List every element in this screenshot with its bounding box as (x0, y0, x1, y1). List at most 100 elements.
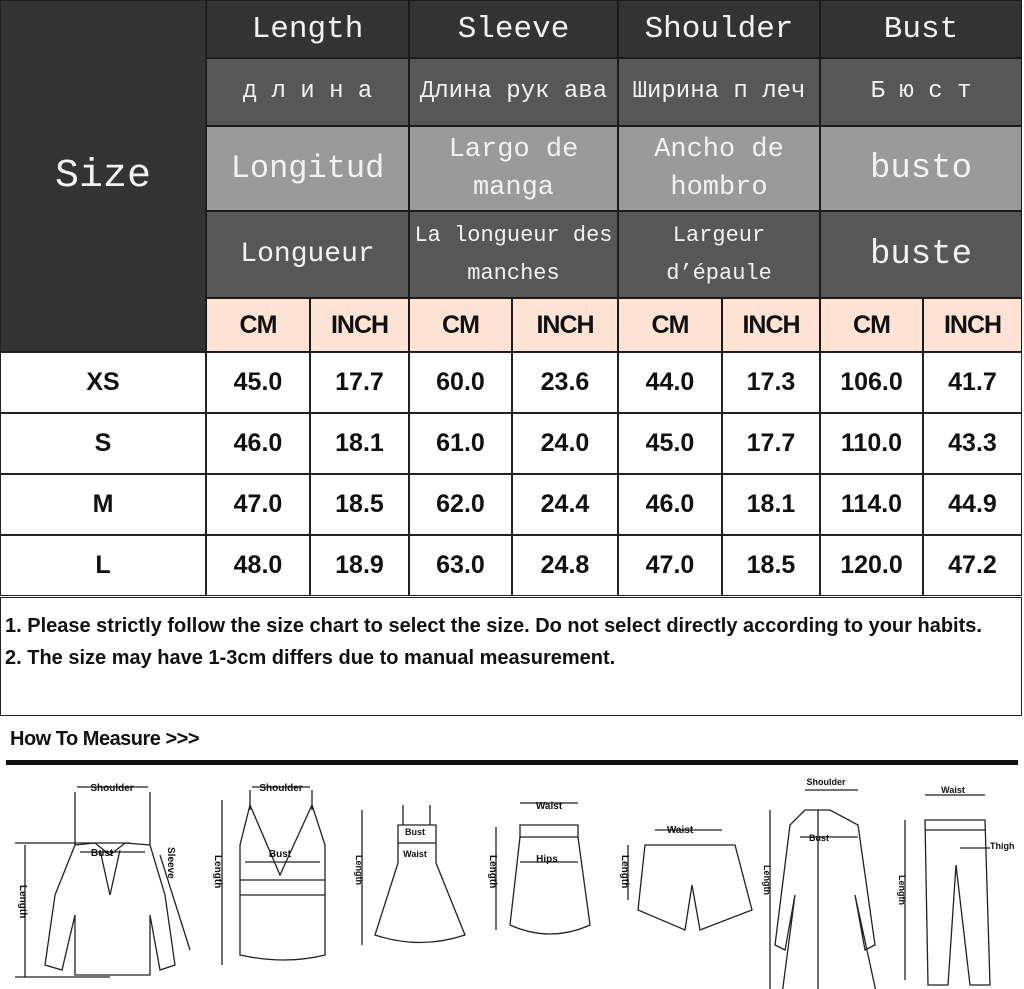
header-sleeve-es: Largo de manga (409, 126, 618, 211)
label-bust: Bust (269, 849, 292, 860)
divider (6, 760, 1018, 765)
unit-header-text: CM (853, 310, 891, 339)
measurement-cell-text: 62.0 (436, 490, 485, 518)
unit-header-text: CM (239, 310, 278, 339)
measurement-cell: 18.9 (310, 535, 409, 596)
header-bust-en-text: Bust (883, 11, 959, 47)
unit-header: CM (206, 298, 310, 352)
label-waist: Waist (941, 785, 965, 795)
label-shoulder: Shoulder (259, 783, 302, 794)
label-length: Length (897, 875, 907, 905)
measurement-cell-text: 120.0 (840, 551, 903, 579)
measurement-cell-text: 18.5 (335, 490, 384, 518)
label-bust: Bust (405, 827, 425, 837)
label-shoulder: Shoulder (806, 777, 845, 787)
measurement-cell: 41.7 (923, 352, 1022, 413)
label-shoulder: Shoulder (90, 783, 133, 794)
measurement-cell-text: 18.1 (335, 429, 384, 457)
measurement-cell: 47.0 (618, 535, 722, 596)
header-bust-fr: buste (820, 211, 1022, 298)
measurement-cell-text: 18.1 (746, 490, 796, 518)
measurement-cell-text: 46.0 (645, 490, 695, 518)
measurement-cell-text: 106.0 (840, 368, 903, 396)
skirt-illustration: Waist Hips Length (487, 801, 591, 935)
header-length-fr: Longueur (206, 211, 409, 298)
unit-header-text: INCH (943, 310, 1002, 339)
unit-header-text: INCH (330, 310, 389, 339)
note-2: 2. The size may have 1-3cm differs due t… (5, 647, 616, 669)
measurement-cell-text: 24.8 (540, 551, 590, 579)
measurement-cell: 18.1 (310, 413, 409, 474)
header-sleeve-en: Sleeve (409, 0, 618, 58)
measurement-cell: 60.0 (409, 352, 512, 413)
header-bust-en: Bust (820, 0, 1022, 58)
measurement-cell: 106.0 (820, 352, 923, 413)
unit-header: INCH (722, 298, 820, 352)
measurement-cell-text: 24.0 (540, 429, 590, 457)
measurement-cell-text: 60.0 (436, 368, 485, 396)
size-label: S (0, 413, 206, 474)
size-notes: 1. Please strictly follow the size chart… (0, 597, 1022, 716)
measurement-cell: 24.0 (512, 413, 618, 474)
header-bust-fr-text: buste (869, 235, 973, 274)
measurement-cell-text: 46.0 (233, 429, 283, 457)
measurement-cell: 24.8 (512, 535, 618, 596)
size-label-text: M (92, 490, 114, 518)
header-sleeve-ru: Длина рук ава (409, 58, 618, 126)
header-length-es: Longitud (206, 126, 409, 211)
header-sleeve-fr: La longueur des manches (409, 211, 618, 298)
header-shoulder-fr-text: Largeur d’épaule (666, 222, 772, 286)
unit-header-text: INCH (742, 310, 800, 339)
size-label: L (0, 535, 206, 596)
measurement-cell: 45.0 (206, 352, 310, 413)
label-length: Length (212, 855, 223, 888)
measurement-cell-text: 110.0 (840, 429, 903, 457)
header-shoulder-en-text: Shoulder (644, 11, 794, 47)
label-waist: Waist (536, 801, 563, 812)
size-label: M (0, 474, 206, 535)
header-shoulder-es: Ancho de hombro (618, 126, 820, 211)
measurement-cell-text: 61.0 (436, 429, 485, 457)
measurement-cell-text: 17.3 (746, 368, 796, 396)
note-1: 1. Please strictly follow the size chart… (5, 615, 982, 637)
unit-header-text: INCH (536, 310, 594, 339)
measurement-cell: 114.0 (820, 474, 923, 535)
measurement-cell: 18.1 (722, 474, 820, 535)
header-bust-es: busto (820, 126, 1022, 211)
size-label-text: XS (86, 368, 120, 396)
shorts-illustration: Waist Length (619, 825, 753, 931)
measurement-cell: 17.3 (722, 352, 820, 413)
measurement-cell-text: 18.9 (335, 551, 384, 579)
measurement-cell-text: 48.0 (233, 551, 283, 579)
measurement-cell: 23.6 (512, 352, 618, 413)
header-sleeve-ru-text: Длина рук ава (419, 78, 608, 105)
measurement-cell: 46.0 (206, 413, 310, 474)
header-length-ru-text: д л и н а (242, 78, 373, 105)
measurement-cell-text: 47.0 (233, 490, 283, 518)
header-length-en-text: Length (251, 11, 364, 47)
measurement-cell: 18.5 (722, 535, 820, 596)
label-thigh: Thigh (990, 841, 1015, 851)
header-bust-ru-text: Б ю с т (870, 78, 972, 105)
how-to-measure-title: How To Measure >>> (10, 728, 200, 750)
measurement-cell-text: 17.7 (746, 429, 796, 457)
unit-header: CM (820, 298, 923, 352)
measurement-cell: 44.0 (618, 352, 722, 413)
measurement-cell-text: 47.0 (645, 551, 695, 579)
header-shoulder-ru: Ширина п леч (618, 58, 820, 126)
label-bust: Bust (809, 833, 829, 843)
label-length: Length (487, 855, 498, 888)
label-waist: Waist (667, 825, 694, 836)
measurement-cell: 61.0 (409, 413, 512, 474)
header-length-es-text: Longitud (230, 149, 385, 187)
measurement-cell-text: 24.4 (540, 490, 590, 518)
tank-top-illustration: Shoulder Bust Length (212, 783, 326, 965)
measurement-illustrations: Shoulder Bust Sleeve Length Shoulder Bus… (15, 777, 1015, 989)
unit-header-text: CM (442, 310, 480, 339)
measurement-cell: 18.5 (310, 474, 409, 535)
measurement-cell: 43.3 (923, 413, 1022, 474)
trousers-illustration: Waist Thigh Length (897, 785, 1015, 986)
measurement-cell-text: 41.7 (948, 368, 997, 396)
unit-header: INCH (310, 298, 409, 352)
size-header: Size (0, 0, 206, 352)
